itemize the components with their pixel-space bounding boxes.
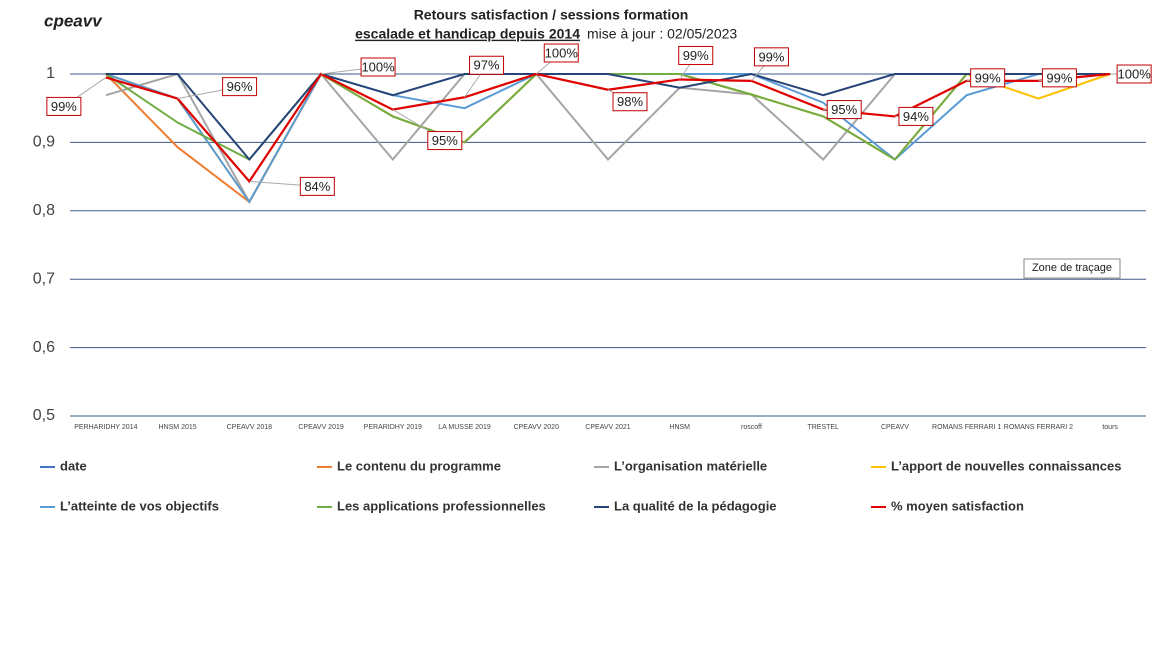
update-note: mise à jour : 02/05/2023 [587, 26, 737, 42]
label-box [678, 45, 714, 65]
y-tick-label: 0,8 [33, 202, 55, 219]
data-label: 97% [474, 58, 500, 73]
label-box [612, 92, 648, 112]
x-tick-label: CPEAVV 2018 [227, 424, 273, 431]
y-tick-label: 0,9 [33, 134, 55, 151]
label-box [1116, 64, 1152, 84]
x-tick-label: LA MUSSE 2019 [438, 424, 491, 431]
data-label: 99% [51, 99, 77, 114]
legend-label: L’atteinte de vos objectifs [60, 498, 219, 513]
legend-label: L’apport de nouvelles connaissances [891, 458, 1121, 473]
y-tick-label: 0,5 [33, 407, 55, 424]
label-box [826, 100, 862, 120]
label-box [360, 57, 396, 77]
series-line [105, 72, 1111, 162]
data-label: 100% [361, 59, 395, 74]
x-tick-label: PERHARIDHY 2014 [74, 424, 137, 431]
label-box [427, 131, 463, 151]
data-label: 98% [617, 94, 643, 109]
x-tick-label: HNSM 2015 [159, 424, 197, 431]
label-box [970, 68, 1006, 88]
y-tick-label: 1 [46, 65, 55, 82]
label-box [898, 106, 934, 126]
data-label: 99% [758, 49, 784, 64]
y-tick-label: 0,6 [33, 339, 55, 356]
data-label: 99% [975, 70, 1001, 85]
data-label: 99% [683, 48, 709, 63]
x-tick-label: roscoff [741, 424, 762, 431]
data-label: 94% [903, 109, 929, 124]
x-tick-label: HNSM [669, 424, 690, 431]
x-tick-label: PERARIDHY 2019 [364, 424, 422, 431]
label-box [222, 77, 258, 97]
x-tick-label: CPEAVV 2020 [514, 424, 560, 431]
data-label: 84% [304, 179, 330, 194]
legend-label: % moyen satisfaction [891, 498, 1024, 513]
x-tick-label: CPEAVV 2019 [298, 424, 344, 431]
legend-label: La qualité de la pédagogie [614, 498, 777, 513]
data-label: 95% [831, 102, 857, 117]
label-box [753, 47, 789, 67]
label-box [469, 55, 505, 75]
legend-label: L’organisation matérielle [614, 458, 767, 473]
x-tick-label: CPEAVV [881, 424, 909, 431]
chart-subtitle: escalade et handicap depuis 2014 [355, 26, 580, 42]
label-box [543, 43, 579, 63]
label-box [1041, 68, 1077, 88]
data-label: 100% [1118, 66, 1152, 81]
label-box [299, 176, 335, 196]
data-label: 100% [545, 45, 579, 60]
label-box [46, 96, 82, 116]
x-tick-label: CPEAVV 2021 [585, 424, 631, 431]
x-tick-label: TRESTEL [807, 424, 839, 431]
x-tick-label: tours [1102, 424, 1118, 431]
chart-title: Retours satisfaction / sessions formatio… [414, 7, 689, 23]
x-tick-label: ROMANS FERRARI 2 [1004, 424, 1073, 431]
y-tick-label: 0,7 [33, 270, 55, 287]
legend-label: Les applications professionnelles [337, 498, 546, 513]
x-tick-label: ROMANS FERRARI 1 [932, 424, 1001, 431]
data-label: 95% [432, 133, 458, 148]
data-label: 96% [227, 79, 253, 94]
annotation: Zone de traçage [1032, 262, 1112, 274]
annotation-box [1023, 258, 1121, 279]
logo: cpeavv [44, 11, 103, 30]
legend-label: date [60, 458, 87, 473]
data-label: 99% [1046, 70, 1072, 85]
legend-label: Le contenu du programme [337, 458, 501, 473]
